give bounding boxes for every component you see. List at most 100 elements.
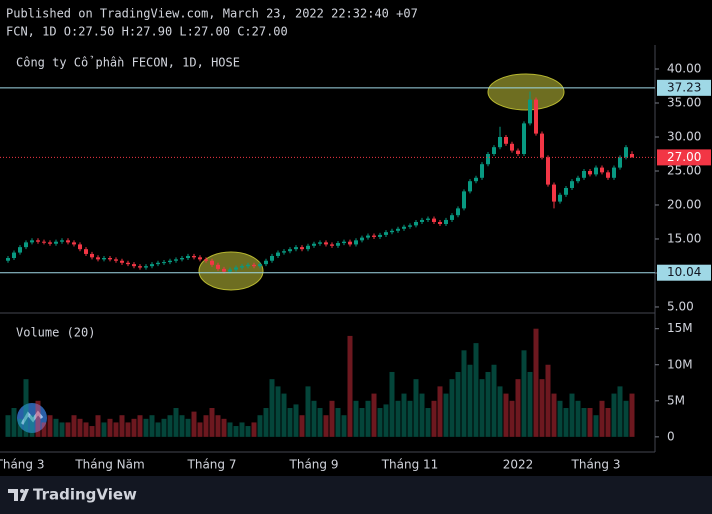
volume-bar bbox=[443, 393, 449, 437]
candle-body bbox=[36, 240, 40, 242]
volume-bar bbox=[47, 415, 53, 437]
volume-bar bbox=[41, 422, 47, 437]
candle-body bbox=[258, 264, 262, 267]
y-tick-label: 0 bbox=[667, 429, 675, 443]
candle-body bbox=[162, 262, 166, 264]
candle-body bbox=[300, 247, 304, 250]
volume-bar bbox=[287, 408, 293, 437]
volume-bar bbox=[503, 393, 509, 437]
candle-body bbox=[522, 123, 526, 154]
volume-bar bbox=[371, 393, 377, 437]
volume-bar bbox=[527, 371, 533, 437]
volume-bar bbox=[239, 422, 245, 437]
candle-body bbox=[438, 221, 442, 225]
candle-body bbox=[30, 240, 34, 243]
candle-body bbox=[426, 218, 430, 220]
volume-bar bbox=[245, 426, 251, 437]
candle-body bbox=[102, 258, 106, 260]
candle-body bbox=[546, 157, 550, 185]
volume-bar bbox=[485, 371, 491, 437]
candle-body bbox=[444, 219, 448, 225]
volume-bar bbox=[437, 386, 443, 437]
candle-body bbox=[540, 133, 544, 158]
price-label-box bbox=[657, 264, 711, 281]
volume-bar bbox=[35, 400, 41, 437]
volume-bar bbox=[11, 408, 17, 437]
volume-bar bbox=[347, 335, 353, 437]
volume-bar bbox=[251, 422, 257, 437]
candle-body bbox=[378, 234, 382, 237]
candle-body bbox=[252, 264, 256, 267]
volume-bar bbox=[131, 418, 137, 437]
y-tick-label: 25.00 bbox=[667, 163, 701, 177]
candle-body bbox=[276, 252, 280, 256]
candle-body bbox=[108, 258, 112, 260]
candle-body bbox=[132, 264, 136, 267]
chart-title: Công ty Cổ phần FECON, 1D, HOSE bbox=[16, 56, 240, 70]
volume-bar bbox=[353, 400, 359, 437]
y-tick-label: 5M bbox=[667, 393, 685, 407]
candle-body bbox=[270, 255, 274, 261]
volume-bar bbox=[569, 393, 575, 437]
candle-body bbox=[384, 232, 388, 235]
volume-bar bbox=[155, 422, 161, 437]
volume-bar bbox=[479, 379, 485, 437]
volume-bar bbox=[455, 371, 461, 437]
x-tick-label: Tháng 3 bbox=[571, 458, 621, 472]
candle-body bbox=[42, 241, 46, 243]
volume-bar bbox=[179, 415, 185, 437]
candle-body bbox=[486, 153, 490, 165]
candle-body bbox=[630, 153, 634, 158]
price-label-box bbox=[657, 79, 711, 96]
candle-body bbox=[390, 230, 394, 233]
x-tick-label: 2022 bbox=[503, 458, 534, 472]
volume-title: Volume (20) bbox=[16, 326, 95, 340]
logo bbox=[8, 489, 29, 501]
candle-body bbox=[450, 215, 454, 220]
volume-bar bbox=[377, 408, 383, 437]
candle-body bbox=[414, 221, 418, 226]
candle-body bbox=[342, 241, 346, 244]
volume-bar bbox=[407, 400, 413, 437]
volume-bar bbox=[173, 408, 179, 437]
volume-bar bbox=[617, 386, 623, 437]
y-tick-label: 5.00 bbox=[667, 299, 694, 313]
candle-body bbox=[48, 242, 52, 244]
candle-body bbox=[60, 240, 64, 242]
volume-bar bbox=[125, 422, 131, 437]
watermark-icon bbox=[17, 403, 47, 433]
volume-bar bbox=[563, 408, 569, 437]
volume-bar bbox=[539, 379, 545, 437]
volume-bar bbox=[77, 418, 83, 437]
candle-body bbox=[150, 264, 154, 267]
candle-body bbox=[12, 252, 16, 259]
volume-bar bbox=[383, 404, 389, 437]
candle-body bbox=[510, 143, 514, 151]
volume-bar bbox=[269, 379, 275, 437]
volume-bar bbox=[203, 415, 209, 437]
volume-bar bbox=[473, 343, 479, 437]
volume-bar bbox=[575, 400, 581, 437]
candle-body bbox=[420, 219, 424, 222]
volume-bar bbox=[23, 379, 29, 437]
volume-bar bbox=[233, 426, 239, 437]
candle-body bbox=[402, 226, 406, 229]
volume-bar bbox=[149, 415, 155, 437]
volume-bar bbox=[311, 400, 317, 437]
candle-body bbox=[588, 170, 592, 175]
x-tick-label: Tháng 11 bbox=[381, 458, 439, 472]
candle-body bbox=[192, 255, 196, 258]
candle-body bbox=[114, 259, 118, 261]
candles bbox=[6, 91, 634, 274]
candle-body bbox=[240, 266, 244, 268]
volume-bar bbox=[449, 379, 455, 437]
candle-body bbox=[324, 242, 328, 245]
volume-bar bbox=[593, 415, 599, 437]
candle-body bbox=[168, 260, 172, 263]
candle-body bbox=[6, 258, 10, 261]
candle-body bbox=[180, 258, 184, 260]
volume-bar bbox=[305, 386, 311, 437]
candle-body bbox=[600, 167, 604, 173]
volume-bar bbox=[365, 400, 371, 437]
